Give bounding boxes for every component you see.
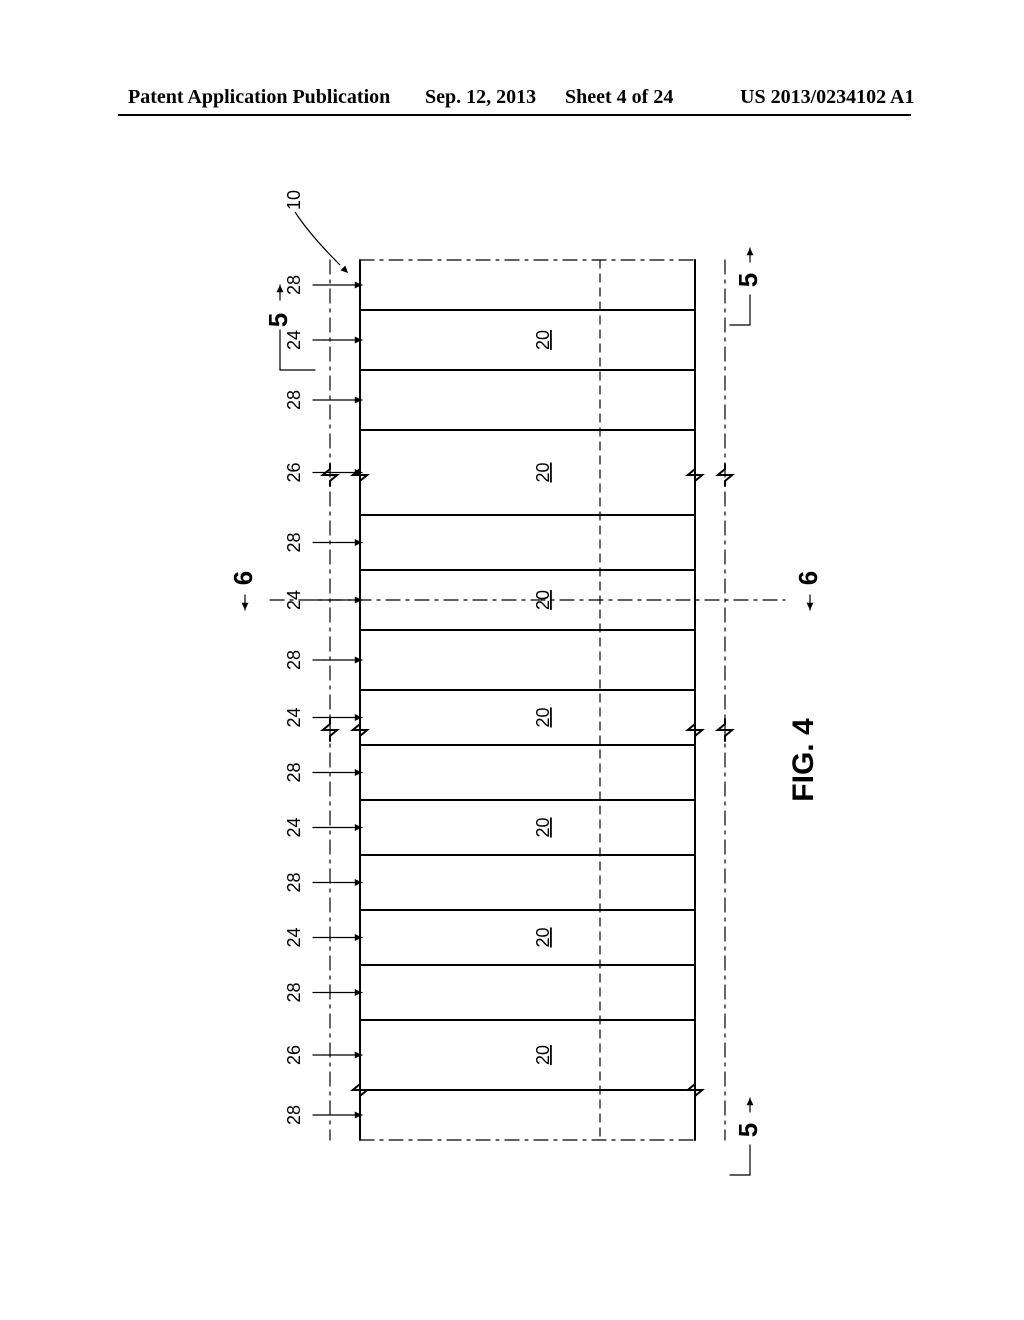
figure-label: 28: [284, 390, 304, 410]
header-publication: Patent Application Publication: [128, 86, 390, 109]
cell-ref: 20: [533, 330, 553, 350]
figure-label: 28: [284, 982, 304, 1002]
figure-label: 28: [284, 532, 304, 552]
figure-label: 6: [228, 571, 258, 585]
cell-ref: 20: [533, 707, 553, 727]
header-rule: [118, 114, 911, 116]
figure-label: 5: [733, 273, 763, 287]
figure-label: 24: [284, 330, 304, 350]
figure-label: 26: [284, 462, 304, 482]
figure-label: 10: [284, 190, 304, 210]
cell-ref: 20: [533, 817, 553, 837]
figure-label: 28: [284, 1105, 304, 1125]
figure-label: 24: [284, 817, 304, 837]
figure-label: 28: [284, 650, 304, 670]
figure-label: 26: [284, 1045, 304, 1065]
patent-figure: 2824202826202824206628242028242028242028…: [150, 170, 874, 1230]
cell-ref: 20: [533, 927, 553, 947]
figure-label: 6: [793, 571, 823, 585]
figure-label: 24: [284, 707, 304, 727]
figure-label: 28: [284, 872, 304, 892]
figure-label: 5: [263, 313, 293, 327]
figure-label: 5: [733, 1123, 763, 1137]
header-date: Sep. 12, 2013: [425, 86, 536, 109]
figure-label: 28: [284, 275, 304, 295]
header-sheet: Sheet 4 of 24: [565, 86, 673, 109]
cell-ref: 20: [533, 462, 553, 482]
figure-label: 24: [284, 927, 304, 947]
header-docnum: US 2013/0234102 A1: [740, 86, 914, 109]
figure-label: FIG. 4: [787, 718, 820, 802]
cell-ref: 20: [533, 1045, 553, 1065]
figure-label: 28: [284, 762, 304, 782]
